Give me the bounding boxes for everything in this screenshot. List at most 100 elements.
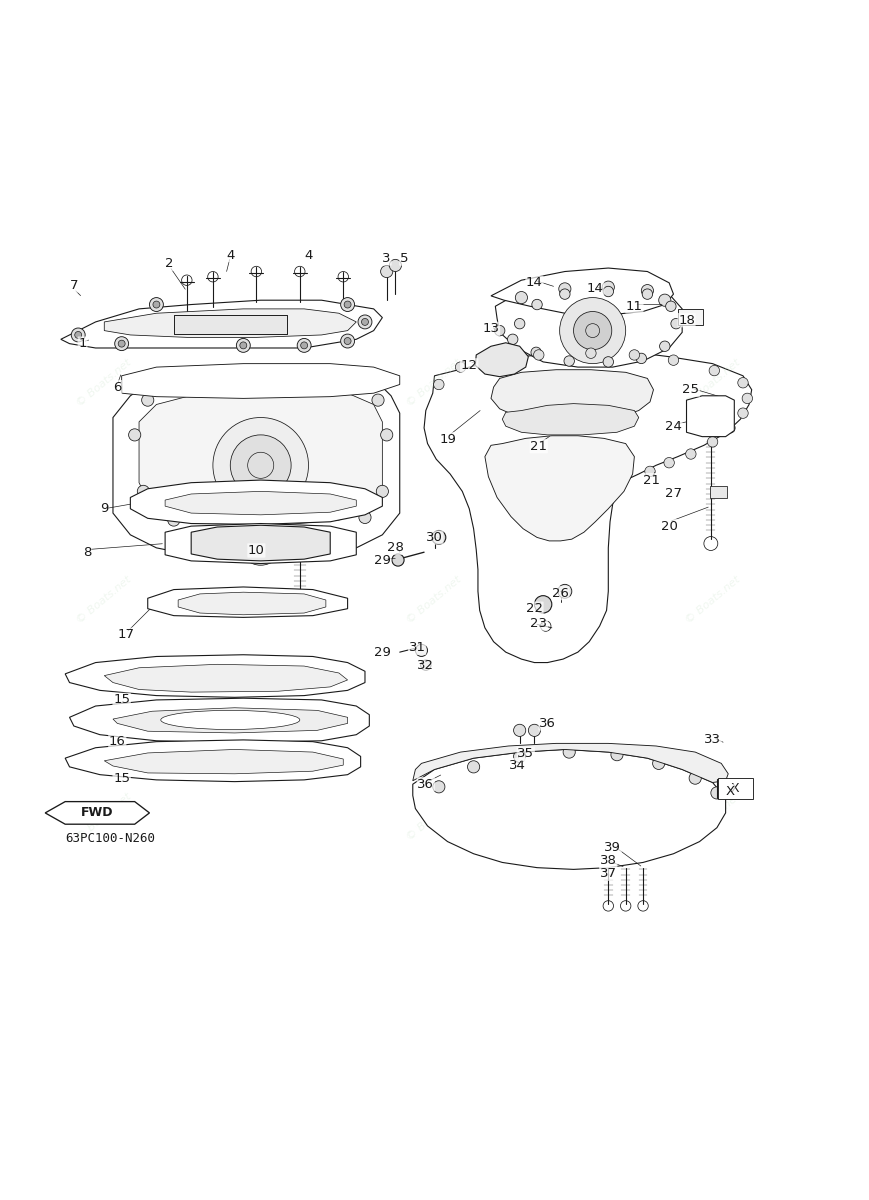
Text: 16: 16 <box>109 736 126 748</box>
Polygon shape <box>61 300 382 348</box>
Text: 11: 11 <box>626 300 643 313</box>
Circle shape <box>389 259 401 271</box>
Circle shape <box>455 362 466 372</box>
Text: 3: 3 <box>382 252 391 265</box>
Circle shape <box>560 289 570 299</box>
Circle shape <box>213 418 308 514</box>
Circle shape <box>494 325 505 336</box>
Circle shape <box>515 292 527 304</box>
Text: 39: 39 <box>604 841 621 854</box>
Bar <box>717 779 750 798</box>
FancyBboxPatch shape <box>710 486 727 498</box>
Text: 1: 1 <box>78 337 87 350</box>
Circle shape <box>574 312 612 349</box>
Circle shape <box>344 337 351 344</box>
Text: 17: 17 <box>117 629 135 641</box>
Circle shape <box>137 485 149 498</box>
Circle shape <box>434 379 444 390</box>
Polygon shape <box>178 592 326 614</box>
Circle shape <box>660 341 670 352</box>
Text: 26: 26 <box>552 587 569 600</box>
Circle shape <box>194 378 206 390</box>
Text: 20: 20 <box>660 520 678 533</box>
Circle shape <box>564 356 574 366</box>
Ellipse shape <box>530 790 608 820</box>
Circle shape <box>433 781 445 793</box>
Circle shape <box>468 761 480 773</box>
Polygon shape <box>104 750 343 774</box>
Circle shape <box>668 355 679 365</box>
Circle shape <box>690 419 700 430</box>
Text: 21: 21 <box>530 439 547 452</box>
Polygon shape <box>495 281 682 367</box>
Text: 15: 15 <box>113 694 130 707</box>
Circle shape <box>358 314 372 329</box>
Circle shape <box>341 298 355 312</box>
Circle shape <box>490 353 501 364</box>
Text: 38: 38 <box>600 854 617 868</box>
Circle shape <box>381 428 393 440</box>
Polygon shape <box>65 655 365 697</box>
Circle shape <box>659 294 671 306</box>
Circle shape <box>514 750 526 762</box>
Text: 13: 13 <box>482 323 500 335</box>
Text: 32: 32 <box>417 659 434 672</box>
Circle shape <box>534 595 552 613</box>
Circle shape <box>611 749 623 761</box>
Circle shape <box>514 318 525 329</box>
Circle shape <box>603 287 614 296</box>
Text: 36: 36 <box>417 778 434 791</box>
Circle shape <box>531 347 541 358</box>
Circle shape <box>432 530 446 545</box>
Text: 24: 24 <box>665 420 682 433</box>
Circle shape <box>240 342 247 349</box>
Text: 33: 33 <box>704 732 721 745</box>
Text: 6: 6 <box>113 380 122 394</box>
Circle shape <box>507 334 518 344</box>
Circle shape <box>671 318 681 329</box>
Polygon shape <box>475 343 528 377</box>
Text: 8: 8 <box>83 546 91 559</box>
Circle shape <box>641 284 653 296</box>
Circle shape <box>236 338 250 353</box>
Polygon shape <box>122 364 400 398</box>
Circle shape <box>716 402 726 413</box>
Text: 23: 23 <box>530 617 547 630</box>
Circle shape <box>664 457 674 468</box>
Circle shape <box>421 660 431 671</box>
Polygon shape <box>165 523 356 564</box>
Bar <box>174 314 287 334</box>
Circle shape <box>725 422 735 433</box>
Text: 2: 2 <box>165 257 174 270</box>
Text: © Boats.net: © Boats.net <box>683 575 742 625</box>
Bar <box>174 314 287 334</box>
Text: 12: 12 <box>461 359 478 372</box>
Circle shape <box>586 348 596 359</box>
Text: 15: 15 <box>113 772 130 785</box>
Polygon shape <box>687 396 734 437</box>
Text: 35: 35 <box>517 748 534 761</box>
Circle shape <box>602 281 614 293</box>
Text: © Boats.net: © Boats.net <box>75 792 134 842</box>
Text: 25: 25 <box>682 383 700 396</box>
Ellipse shape <box>161 710 300 730</box>
Polygon shape <box>491 268 673 314</box>
Text: © Boats.net: © Boats.net <box>683 358 742 408</box>
Polygon shape <box>113 367 400 558</box>
Circle shape <box>738 408 748 419</box>
Text: X: X <box>731 782 740 796</box>
Text: FWD: FWD <box>81 806 114 820</box>
Circle shape <box>707 437 718 448</box>
Circle shape <box>689 772 701 785</box>
Text: 9: 9 <box>100 503 109 515</box>
Polygon shape <box>165 491 356 515</box>
Circle shape <box>129 428 141 440</box>
Circle shape <box>71 328 85 342</box>
Bar <box>718 778 753 799</box>
Circle shape <box>558 584 572 599</box>
Circle shape <box>239 522 282 565</box>
Circle shape <box>211 528 223 540</box>
Polygon shape <box>191 526 330 560</box>
Circle shape <box>636 353 647 364</box>
Text: © Boats.net: © Boats.net <box>405 575 464 625</box>
